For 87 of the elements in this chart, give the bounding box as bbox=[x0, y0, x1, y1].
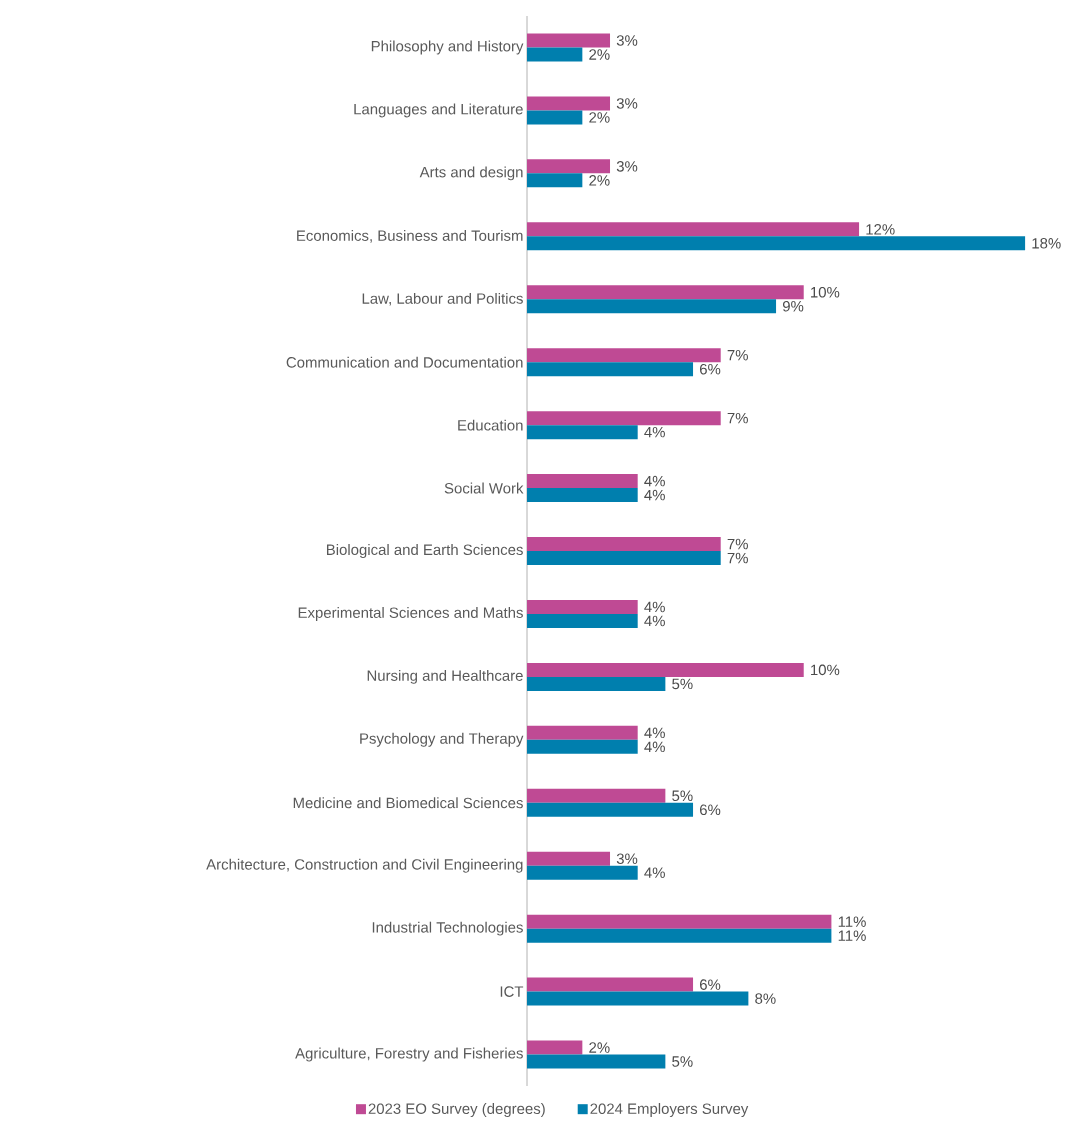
data-label: 3% bbox=[616, 98, 638, 109]
bar bbox=[527, 159, 611, 174]
y-tick-label: Economics, Business and Tourism bbox=[297, 229, 523, 243]
bar bbox=[527, 222, 860, 237]
data-label: 4% bbox=[644, 727, 665, 739]
y-tick-label: Agriculture, Forestry and Fisheries bbox=[295, 1047, 523, 1062]
bar bbox=[527, 425, 638, 440]
bar bbox=[527, 110, 583, 125]
bar bbox=[527, 788, 666, 803]
data-label: 7% bbox=[727, 412, 748, 424]
data-label: 4% bbox=[644, 867, 665, 878]
bar bbox=[527, 362, 694, 377]
bar bbox=[527, 802, 694, 817]
bar bbox=[527, 991, 749, 1006]
data-label: 9% bbox=[782, 300, 804, 312]
data-label: 4% bbox=[644, 615, 665, 627]
legend-label: 2023 EO Survey (degrees) bbox=[368, 1103, 545, 1117]
y-tick-label: Education bbox=[458, 419, 523, 431]
bar bbox=[527, 865, 638, 880]
data-label: 8% bbox=[755, 993, 776, 1004]
bar bbox=[527, 47, 583, 62]
bar bbox=[527, 348, 721, 363]
data-label: 6% bbox=[700, 363, 721, 375]
data-label: 6% bbox=[700, 804, 721, 816]
data-label: 5% bbox=[672, 1056, 693, 1067]
bar bbox=[527, 236, 1026, 251]
bar bbox=[527, 1054, 666, 1069]
y-tick-label: Psychology and Therapy bbox=[360, 732, 524, 747]
bar bbox=[527, 173, 583, 188]
y-tick-label: ICT bbox=[500, 986, 524, 997]
data-label: 3% bbox=[616, 161, 638, 172]
data-label: 4% bbox=[644, 426, 665, 438]
data-label: 2% bbox=[589, 1042, 610, 1053]
data-label: 5% bbox=[672, 790, 693, 802]
data-label: 10% bbox=[811, 286, 840, 298]
bar bbox=[527, 537, 721, 552]
data-label: 4% bbox=[644, 601, 665, 613]
legend-label: 2024 Employers Survey bbox=[590, 1103, 749, 1117]
y-tick-label: Languages and Literature bbox=[354, 103, 523, 118]
y-tick-label: Communication and Documentation bbox=[286, 356, 523, 368]
data-label: 2% bbox=[589, 49, 610, 60]
y-tick-label: Social Work bbox=[444, 482, 524, 494]
data-label: 7% bbox=[727, 538, 748, 550]
bar bbox=[527, 613, 638, 628]
bar bbox=[527, 1040, 583, 1055]
y-tick-label: Philosophy and History bbox=[371, 40, 524, 55]
data-label: 3% bbox=[616, 35, 638, 46]
data-label: 3% bbox=[616, 853, 638, 865]
y-tick-label: Medicine and Biomedical Sciences bbox=[293, 797, 523, 809]
y-tick-label: Architecture, Construction and Civil Engineering bbox=[206, 858, 523, 873]
y-tick-label: Nursing and Healthcare bbox=[367, 669, 523, 684]
bar bbox=[527, 488, 638, 503]
bar bbox=[527, 739, 638, 754]
bar bbox=[527, 914, 832, 929]
data-label: 4% bbox=[644, 475, 665, 487]
bar bbox=[527, 96, 611, 111]
bar bbox=[527, 299, 777, 314]
bar bbox=[527, 928, 832, 943]
data-label: 11% bbox=[838, 930, 866, 941]
y-tick-label: Law, Labour and Politics bbox=[362, 292, 523, 306]
bar bbox=[527, 285, 804, 300]
data-label: 7% bbox=[727, 552, 748, 564]
data-label: 11% bbox=[838, 916, 866, 927]
bar bbox=[527, 851, 611, 866]
data-label: 2% bbox=[589, 175, 610, 186]
data-label: 4% bbox=[644, 489, 665, 501]
data-label: 18% bbox=[1032, 238, 1061, 249]
bar bbox=[527, 599, 638, 614]
data-label: 7% bbox=[727, 349, 748, 361]
y-tick-label: Experimental Sciences and Maths bbox=[298, 606, 523, 621]
bar bbox=[527, 33, 611, 48]
data-label: 12% bbox=[866, 224, 895, 235]
bar bbox=[527, 411, 721, 426]
data-label: 10% bbox=[811, 664, 840, 676]
bar bbox=[527, 551, 721, 566]
bar bbox=[527, 474, 638, 489]
bar bbox=[527, 977, 694, 992]
y-tick-label: Biological and Earth Sciences bbox=[326, 544, 523, 558]
y-tick-label: Arts and design bbox=[419, 166, 523, 181]
data-label: 5% bbox=[672, 678, 693, 690]
bar bbox=[527, 676, 666, 691]
data-label: 2% bbox=[589, 112, 610, 123]
data-label: 6% bbox=[700, 979, 721, 990]
y-tick-label: Industrial Technologies bbox=[372, 921, 523, 936]
data-label: 4% bbox=[644, 741, 665, 753]
bar bbox=[527, 662, 804, 677]
bar bbox=[527, 725, 638, 740]
